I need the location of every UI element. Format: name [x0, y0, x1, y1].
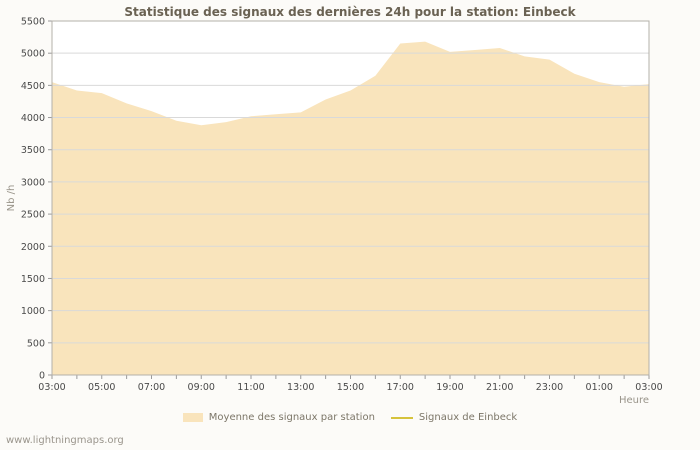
x-tick-label: 11:00: [237, 382, 264, 393]
signals-area-chart: Nb /h Heure 0 500 1000 1500 2000 2500 3000 3500…: [6, 17, 663, 407]
y-tick-label: 500: [27, 338, 45, 349]
x-tick-label: 05:00: [88, 382, 115, 393]
x-tick-label: 03:00: [635, 382, 662, 393]
x-tick-label: 09:00: [188, 382, 215, 393]
legend-swatch-area: [182, 413, 203, 422]
legend-label-average: Moyenne des signaux par station: [208, 412, 375, 423]
x-tick-label: 07:00: [138, 382, 165, 393]
y-tick-label: 1500: [21, 274, 45, 285]
y-tick-label: 3000: [21, 177, 45, 188]
legend-swatch-line: [390, 416, 413, 419]
y-tick-label: 0: [39, 371, 45, 382]
chart-legend: Moyenne des signaux par station Signaux …: [0, 412, 700, 423]
y-tick-label: 2000: [21, 242, 45, 253]
plot-border: [51, 20, 650, 376]
legend-item-einbeck: Signaux de Einbeck: [390, 412, 518, 423]
watermark-link[interactable]: www.lightningmaps.org: [6, 435, 124, 446]
x-tick-label: 23:00: [536, 382, 563, 393]
x-tick-label: 15:00: [337, 382, 364, 393]
y-tick-label: 4500: [21, 81, 45, 92]
y-tick-label: 2500: [21, 210, 45, 221]
y-axis-label: Nb /h: [6, 185, 17, 212]
legend-label-einbeck: Signaux de Einbeck: [418, 412, 518, 423]
x-tick-label: 03:00: [38, 382, 65, 393]
legend-item-average: Moyenne des signaux par station: [182, 412, 375, 423]
y-tick-label: 3500: [21, 145, 45, 156]
x-tick-label: 19:00: [436, 382, 463, 393]
y-tick-label: 1000: [21, 306, 45, 317]
y-tick-label: 4000: [21, 113, 45, 124]
x-tick-label: 21:00: [486, 382, 513, 393]
x-tick-label: 13:00: [287, 382, 314, 393]
chart-title: Statistique des signaux des dernières 24…: [124, 5, 576, 19]
average-signals-area: [52, 41, 649, 375]
x-tick-label: 01:00: [586, 382, 613, 393]
x-tick-label: 17:00: [387, 382, 414, 393]
y-tick-label: 5000: [21, 49, 45, 60]
y-tick-label: 5500: [21, 17, 45, 28]
x-axis-label: Heure: [619, 395, 649, 406]
